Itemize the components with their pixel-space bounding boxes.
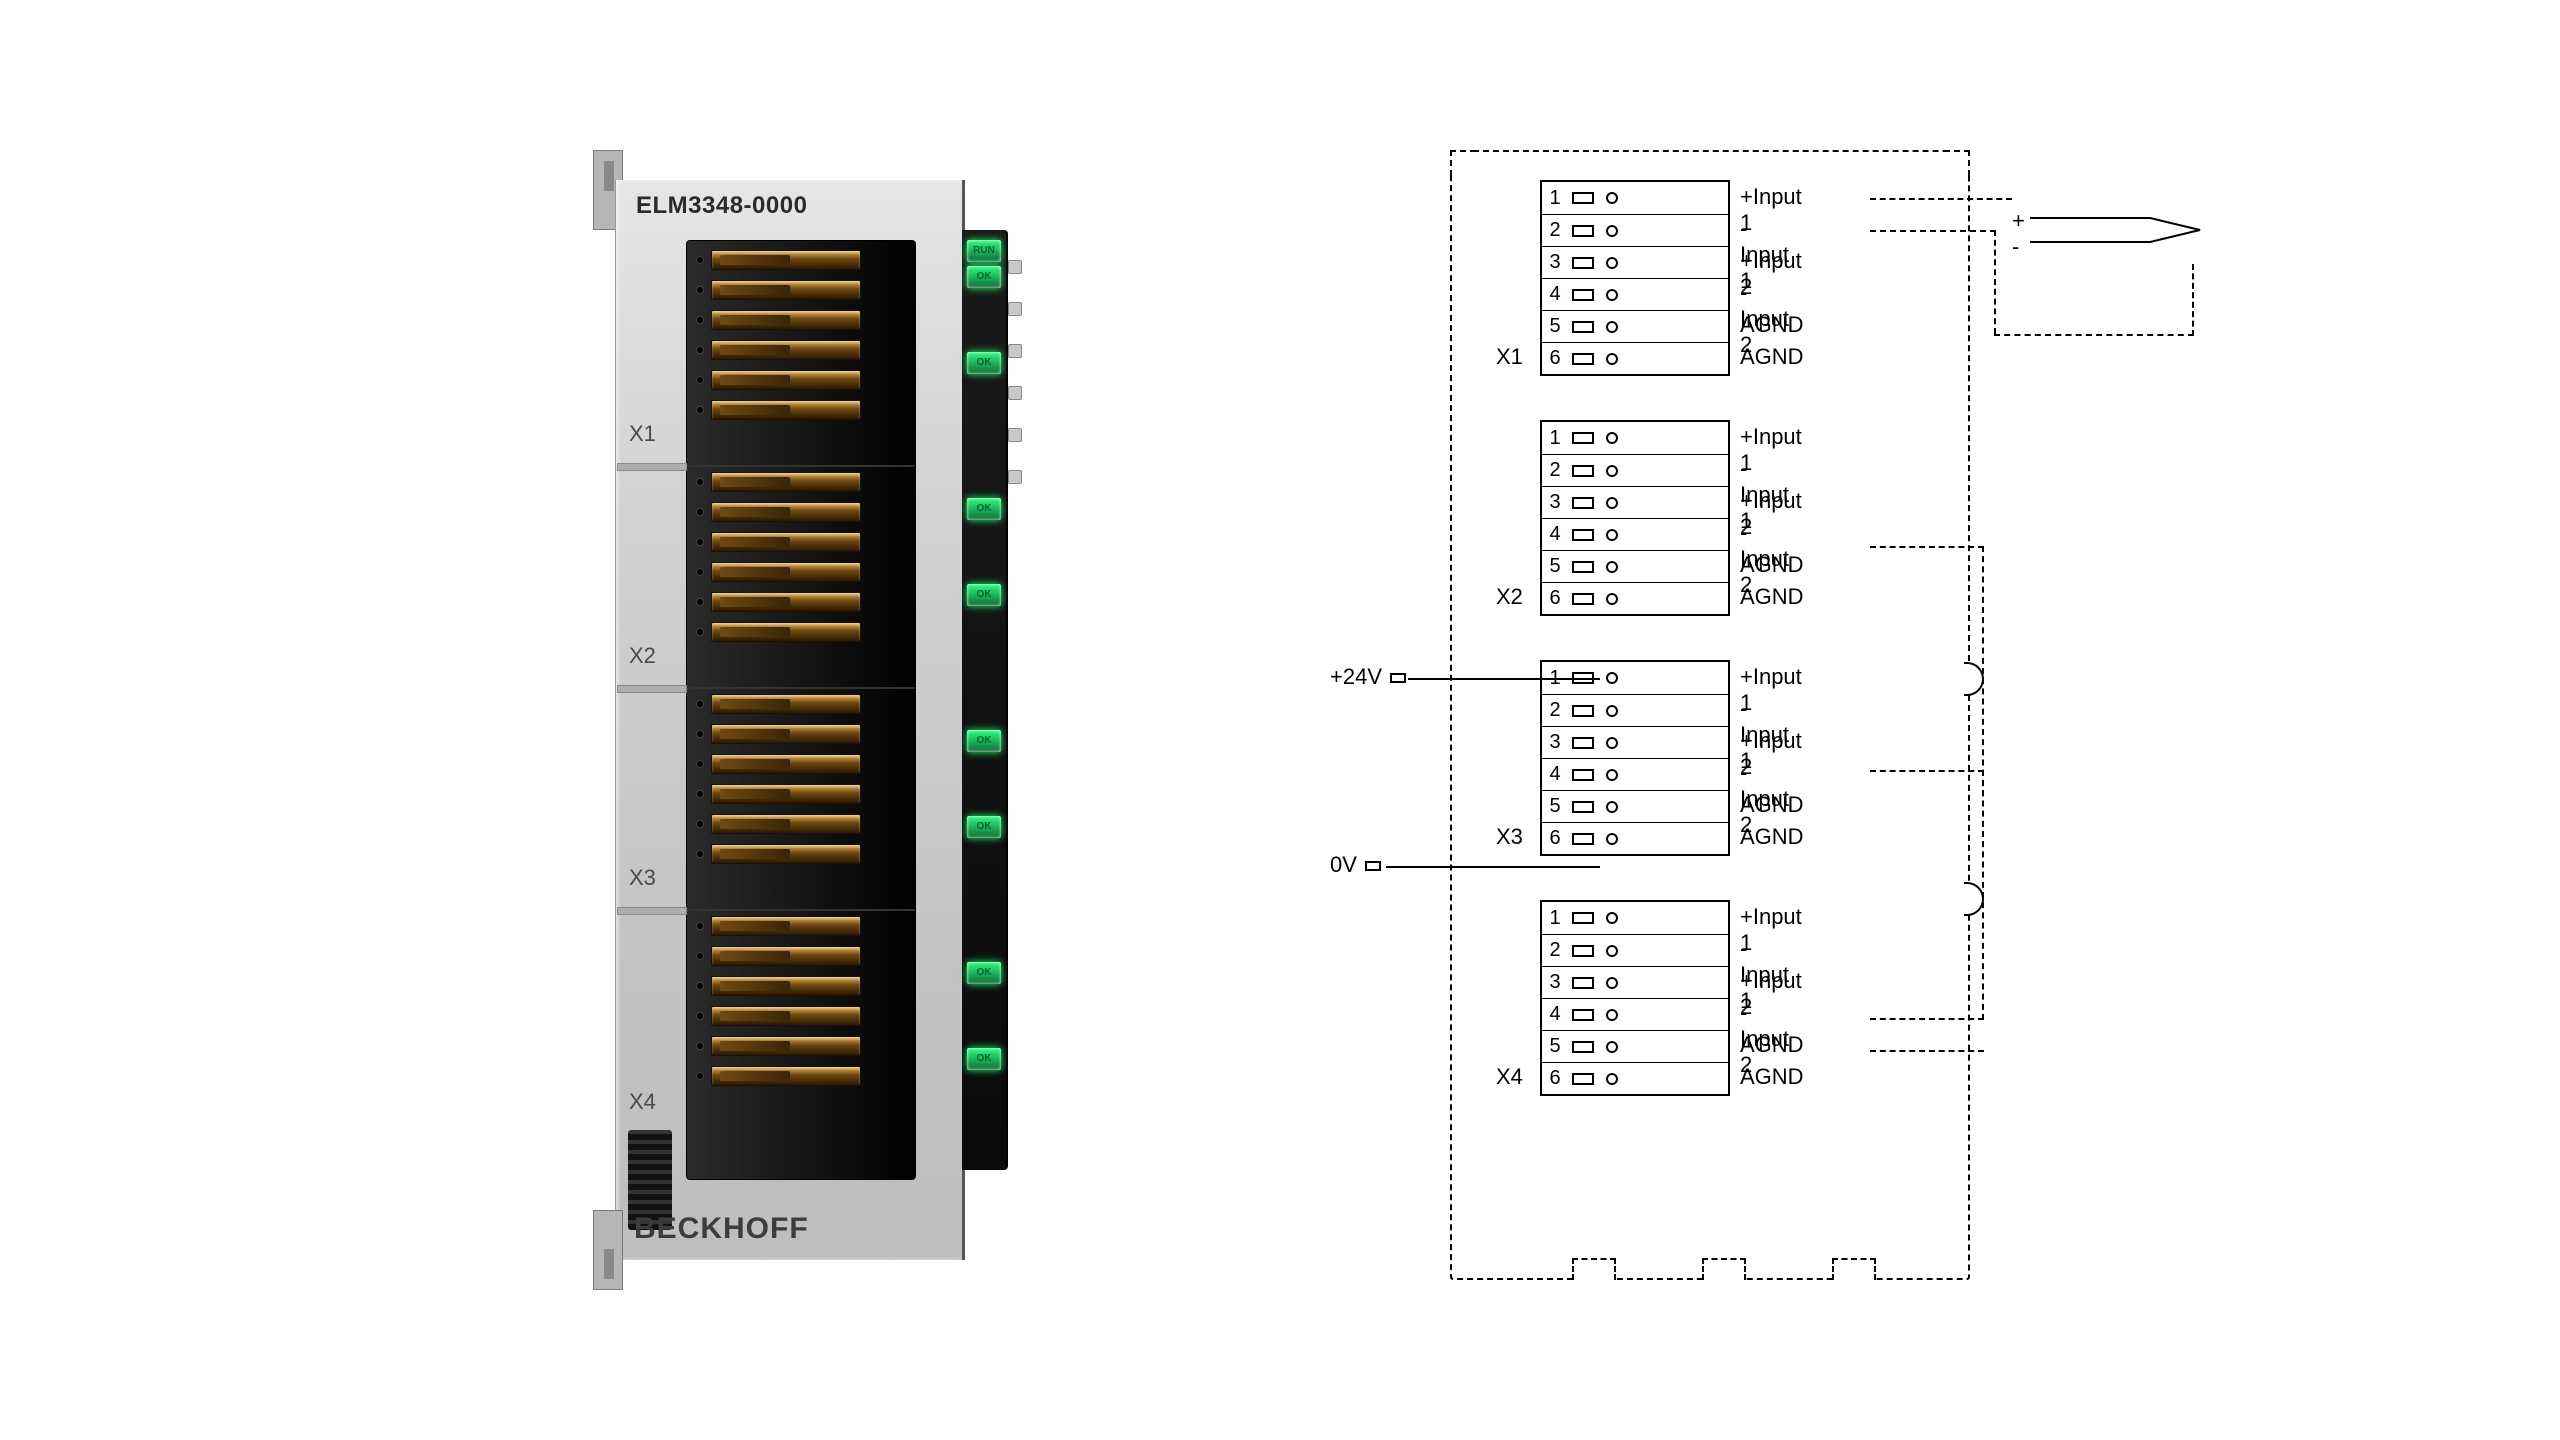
led-ok-1a: OK (967, 266, 1001, 288)
power-pos-rail (1408, 678, 1600, 680)
thermocouple-icon (2030, 188, 2230, 268)
pin-label: AGND (1740, 792, 1804, 818)
bus-contacts (1008, 260, 1022, 520)
led-ok-4a: OK (967, 962, 1001, 984)
connector-label: X3 (1496, 824, 1523, 850)
led-strip: RUN OK OK OK OK OK OK OK OK (962, 230, 1008, 1170)
connector-X1: +Input 1-Input 1+Input 2-Input 2AGNDAGND… (1540, 180, 1730, 376)
brand-label: BECKHOFF (634, 1212, 809, 1246)
pin-row: 4 (1542, 998, 1728, 1030)
pin-row: 5 (1542, 790, 1728, 822)
pin-row: 4 (1542, 758, 1728, 790)
pin-label: AGND (1740, 1064, 1804, 1090)
block-label-x3: X3 (629, 865, 656, 891)
pin-row: 1 (1542, 422, 1728, 454)
pin-row: 5 (1542, 310, 1728, 342)
led-run: RUN (967, 240, 1001, 262)
connector-block-x1: X1 (687, 245, 915, 467)
led-ok-2a: OK (967, 498, 1001, 520)
pin-row: 4 (1542, 518, 1728, 550)
pin-row: 4 (1542, 278, 1728, 310)
rail-clip-bottom (593, 1210, 623, 1290)
connector-zone: X1 X2 (686, 240, 916, 1180)
connector-label: X1 (1496, 344, 1523, 370)
power-neg-half-circle (1964, 882, 1984, 916)
led-ok-2b: OK (967, 584, 1001, 606)
pin-row: 6 (1542, 342, 1728, 374)
power-pos-label: +24V (1330, 664, 1406, 690)
connector-block-x3: X3 (687, 689, 915, 911)
block-label-x2: X2 (629, 643, 656, 669)
led-ok-4b: OK (967, 1048, 1001, 1070)
pin-label: AGND (1740, 344, 1804, 370)
tc-plus: + (2012, 208, 2025, 234)
pin-row: 1 (1542, 182, 1728, 214)
module-body: ELM3348-0000 X1 (615, 180, 965, 1260)
pin-row: 2 (1542, 214, 1728, 246)
connector-X3: +Input 1-Input 1+Input 2-Input 2AGNDAGND… (1540, 660, 1730, 856)
pin-row: 2 (1542, 454, 1728, 486)
power-pos-half-circle (1964, 662, 1984, 696)
block-label-x4: X4 (629, 1089, 656, 1115)
pin-row: 3 (1542, 966, 1728, 998)
connector-label: X2 (1496, 584, 1523, 610)
pin-row: 6 (1542, 822, 1728, 854)
connector-label: X4 (1496, 1064, 1523, 1090)
pin-row: 5 (1542, 1030, 1728, 1062)
pin-row: 6 (1542, 1062, 1728, 1094)
pin-label: AGND (1740, 824, 1804, 850)
tc-minus: - (2012, 234, 2019, 260)
pinout-schematic: +Input 1-Input 1+Input 2-Input 2AGNDAGND… (1390, 150, 2110, 1290)
pin-row: 3 (1542, 726, 1728, 758)
pin-row: 3 (1542, 486, 1728, 518)
io-module: ELM3348-0000 X1 (615, 150, 1025, 1290)
led-ok-3a: OK (967, 730, 1001, 752)
part-number: ELM3348-0000 (636, 192, 807, 220)
thermocouple-symbol: + - (2012, 188, 2232, 358)
led-ok-1b: OK (967, 352, 1001, 374)
pin-row: 5 (1542, 550, 1728, 582)
pin-label: AGND (1740, 584, 1804, 610)
connector-block-x2: X2 (687, 467, 915, 689)
pin-row: 6 (1542, 582, 1728, 614)
pin-row: 3 (1542, 246, 1728, 278)
connector-block-x4: X4 (687, 911, 915, 1133)
pin-label: AGND (1740, 312, 1804, 338)
connector-X4: +Input 1-Input 1+Input 2-Input 2AGNDAGND… (1540, 900, 1730, 1096)
pin-row: 2 (1542, 694, 1728, 726)
block-label-x1: X1 (629, 421, 656, 447)
led-ok-3b: OK (967, 816, 1001, 838)
pin-row: 2 (1542, 934, 1728, 966)
power-neg-label: 0V (1330, 852, 1381, 878)
connector-X2: +Input 1-Input 1+Input 2-Input 2AGNDAGND… (1540, 420, 1730, 616)
pin-row: 1 (1542, 902, 1728, 934)
pin-label: AGND (1740, 552, 1804, 578)
pin-label: AGND (1740, 1032, 1804, 1058)
power-neg-rail (1386, 866, 1600, 868)
